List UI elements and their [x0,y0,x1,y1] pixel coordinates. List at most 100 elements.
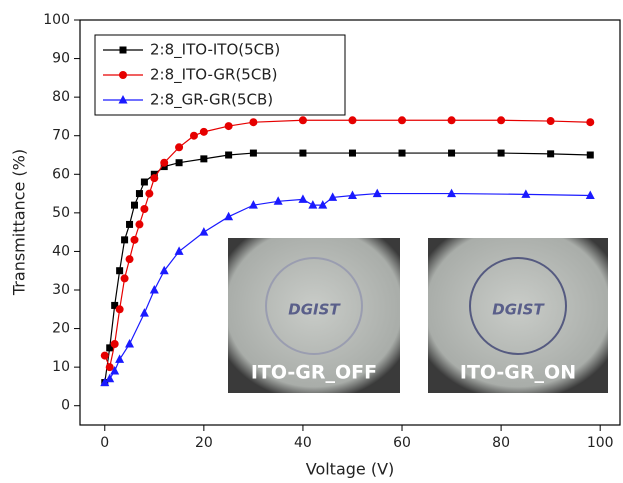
y-axis-title: Transmittance (%) [10,149,29,296]
y-tick-label: 60 [52,166,70,182]
y-tick-label: 0 [61,398,70,414]
x-tick-label: 0 [100,435,109,451]
y-tick-label: 40 [52,243,70,259]
marker [130,201,138,209]
series [100,116,595,372]
marker [126,220,134,228]
marker [546,117,555,126]
marker [225,151,233,159]
marker [547,150,555,158]
photo-label: ITO-GR_OFF [251,362,377,384]
marker [175,143,184,152]
inset-photo [428,238,608,393]
marker [125,339,135,348]
photo-logo: DGIST [492,301,545,319]
marker [106,344,114,352]
legend-marker [119,71,127,79]
marker [299,149,307,157]
marker [298,194,308,203]
marker [189,131,198,140]
marker [224,211,234,221]
series-line [104,192,591,384]
x-tick-label: 100 [587,435,614,451]
marker [100,377,110,387]
marker [111,301,119,309]
marker [139,308,149,317]
x-tick-label: 60 [393,435,411,451]
marker [110,366,120,375]
marker [145,189,154,198]
marker [497,149,505,157]
marker [199,127,208,136]
marker [121,236,129,244]
marker [140,178,148,186]
marker [150,174,159,183]
marker [497,116,506,125]
y-tick-label: 100 [43,12,70,28]
marker [586,151,594,159]
y-tick-label: 80 [52,89,70,105]
marker [149,285,159,294]
marker [140,205,149,213]
legend-label: 2:8_ITO-ITO(5CB) [150,41,280,60]
marker [308,200,318,209]
marker [298,116,307,125]
marker [248,200,258,209]
marker [100,351,109,360]
inset-photo [228,238,400,393]
photo-label: ITO-GR_ON [460,362,576,384]
marker [115,354,125,363]
photo-seal [469,257,567,355]
series [100,188,595,387]
y-tick-label: 20 [52,321,70,337]
x-axis-title: Voltage (V) [306,460,395,479]
marker [448,149,456,157]
marker [105,373,115,383]
marker [200,155,208,163]
marker [174,246,184,255]
marker [273,196,283,205]
marker [249,118,258,127]
legend-marker [118,95,128,104]
marker [175,159,183,167]
y-tick-label: 10 [52,359,70,375]
y-tick-label: 90 [52,51,70,67]
marker [120,274,129,283]
series [101,149,594,387]
marker [318,200,328,209]
marker [585,190,595,199]
marker [135,190,143,198]
marker [115,305,124,314]
marker [447,188,457,198]
x-tick-label: 80 [492,435,510,451]
y-tick-label: 30 [52,282,70,298]
series-line [104,119,591,370]
plot-frame [79,19,621,426]
marker [116,267,124,275]
marker [199,227,209,236]
legend-box [94,34,346,116]
legend-marker [119,46,127,54]
legend-label: 2:8_ITO-GR(5CB) [150,66,277,85]
marker [372,188,382,198]
x-tick-label: 20 [195,435,213,451]
marker [328,192,338,201]
marker [224,122,233,131]
y-tick-label: 50 [52,205,70,221]
marker [135,220,144,229]
marker [398,116,407,125]
marker [159,265,169,275]
marker [249,149,257,157]
series-line [104,152,591,383]
marker [130,235,139,244]
marker [105,363,114,372]
marker [125,255,134,264]
photo-logo: DGIST [288,301,341,319]
marker [398,149,406,157]
marker [110,340,119,348]
x-tick-label: 40 [294,435,312,451]
marker [586,118,595,127]
photo-seal [265,257,363,355]
